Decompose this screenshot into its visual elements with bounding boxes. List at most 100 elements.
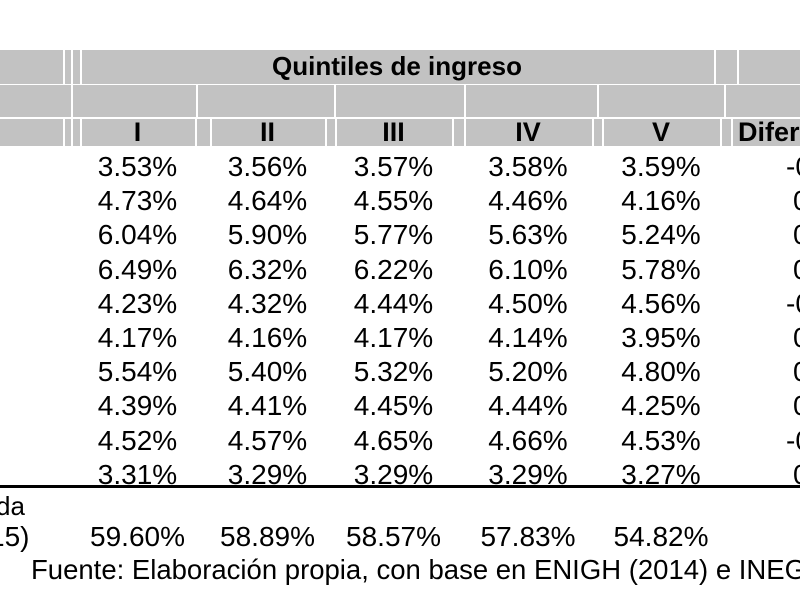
cell-value: 3.29% xyxy=(227,458,308,490)
cell-value: 4.52% xyxy=(97,424,178,456)
cell-value: 5.54% xyxy=(97,356,178,388)
cell-value: 5.32% xyxy=(353,356,434,388)
source-note: Fuente: Elaboración propia, con base en … xyxy=(31,554,800,585)
cell-diff-truncated: -0 xyxy=(786,424,800,456)
grid-line xyxy=(71,85,73,117)
table-total-row: 15) 59.60% 58.89% 58.57% 57.83% 54.82% xyxy=(0,521,800,553)
cell-diff-truncated: 0 xyxy=(793,458,800,492)
grid-line xyxy=(737,50,739,84)
cell-value: 6.22% xyxy=(353,253,434,285)
cell-value: 4.32% xyxy=(227,287,308,319)
table-row: 4.23% 4.32% 4.44% 4.50% 4.56% -0 xyxy=(0,287,800,321)
cell-value: 3.29% xyxy=(488,458,568,490)
total-label-fragment-line1: da xyxy=(0,491,25,521)
cell-value: 3.31% xyxy=(97,458,178,490)
table-row: 6.49% 6.32% 6.22% 6.10% 5.78% 0 xyxy=(0,253,800,287)
total-label-fragment-line2: 15) xyxy=(0,521,30,552)
cell-diff-truncated: 0 xyxy=(793,184,800,218)
grid-line xyxy=(325,118,327,146)
cell-value: 3.27% xyxy=(621,458,701,490)
column-header-quintile-2: II xyxy=(259,116,275,147)
cell-value: 6.04% xyxy=(97,219,178,251)
cell-value: 4.44% xyxy=(488,390,568,422)
cell-value: 5.77% xyxy=(353,219,434,251)
grid-line xyxy=(335,118,337,146)
total-value: 57.83% xyxy=(480,521,576,552)
cell-value: 4.56% xyxy=(621,287,701,319)
cell-value: 4.73% xyxy=(97,185,178,217)
grid-line xyxy=(63,118,65,146)
table-row: 3.53% 3.56% 3.57% 3.58% 3.59% -0 xyxy=(0,150,800,184)
table-row: 3.31% 3.29% 3.29% 3.29% 3.27% 0 xyxy=(0,458,800,492)
cell-value: 4.25% xyxy=(621,390,701,422)
cell-value: 4.16% xyxy=(621,185,701,217)
total-value: 59.60% xyxy=(90,521,185,552)
cell-value: 5.78% xyxy=(621,253,701,285)
grid-line xyxy=(63,50,65,84)
cell-value: 4.55% xyxy=(353,185,434,217)
cell-value: 3.53% xyxy=(97,151,178,182)
cell-value: 4.23% xyxy=(97,287,178,319)
table-row: 5.54% 5.40% 5.32% 5.20% 4.80% 0 xyxy=(0,355,800,389)
table-title: Quintiles de ingreso xyxy=(272,51,522,81)
column-header-quintile-5: V xyxy=(651,116,670,147)
table-row: 6.04% 5.90% 5.77% 5.63% 5.24% 0 xyxy=(0,218,800,252)
grid-line xyxy=(196,85,198,117)
cell-diff-truncated: 0 xyxy=(793,218,800,252)
cell-value: 5.20% xyxy=(488,356,568,388)
totals-separator-rule xyxy=(0,485,800,488)
cell-value: 4.16% xyxy=(227,322,308,353)
grid-line xyxy=(714,50,716,84)
cell-value: 3.57% xyxy=(353,151,434,182)
cell-value: 5.90% xyxy=(227,219,308,251)
column-header-quintile-3: III xyxy=(382,116,405,147)
cell-value: 4.17% xyxy=(97,322,178,353)
grid-line xyxy=(720,118,722,146)
cell-value: 4.14% xyxy=(488,322,568,353)
table-row: 4.39% 4.41% 4.45% 4.44% 4.25% 0 xyxy=(0,389,800,423)
cell-value: 4.80% xyxy=(621,356,701,388)
grid-line xyxy=(597,85,599,117)
cell-value: 3.95% xyxy=(621,322,701,353)
cell-value: 4.66% xyxy=(488,424,568,456)
cell-value: 3.58% xyxy=(488,151,568,182)
cell-value: 4.65% xyxy=(353,424,434,456)
table-title-band: Quintiles de ingreso xyxy=(0,50,800,84)
column-header-difference-truncated: Difer xyxy=(738,116,800,147)
total-value: 58.89% xyxy=(220,521,315,552)
cell-diff-truncated: 0 xyxy=(793,389,800,423)
total-value: 58.57% xyxy=(346,521,441,552)
cell-value: 4.46% xyxy=(488,185,568,217)
cell-diff-truncated: -0 xyxy=(786,151,800,182)
cell-value: 4.64% xyxy=(227,185,308,217)
cell-value: 5.40% xyxy=(227,356,308,388)
grid-line xyxy=(464,118,466,146)
table-columns-band: I II III IV V Difer xyxy=(0,116,800,147)
grid-line xyxy=(464,85,466,117)
grid-line xyxy=(452,118,454,146)
cell-value: 5.63% xyxy=(488,219,568,251)
cell-diff-truncated: -0 xyxy=(786,287,800,319)
grid-line xyxy=(602,118,604,146)
table-spacer-band xyxy=(0,85,800,117)
cell-value: 5.24% xyxy=(621,219,701,251)
grid-line xyxy=(71,118,73,146)
column-header-quintile-1: I xyxy=(133,116,142,147)
cell-value: 4.57% xyxy=(227,424,308,456)
grid-line xyxy=(724,85,726,117)
grid-line xyxy=(195,118,197,146)
grid-line xyxy=(731,118,733,146)
table-row: 4.73% 4.64% 4.55% 4.46% 4.16% 0 xyxy=(0,184,800,218)
cell-diff-truncated: 0 xyxy=(793,355,800,389)
cell-value: 4.44% xyxy=(353,287,434,319)
cell-value: 4.50% xyxy=(488,287,568,319)
cell-value: 3.59% xyxy=(621,151,701,182)
grid-line xyxy=(210,118,212,146)
cell-value: 3.56% xyxy=(227,151,308,182)
grid-line xyxy=(334,85,336,117)
grid-line xyxy=(71,50,73,84)
cell-value: 6.32% xyxy=(227,253,308,285)
cell-value: 4.17% xyxy=(353,322,434,353)
grid-line xyxy=(592,118,594,146)
